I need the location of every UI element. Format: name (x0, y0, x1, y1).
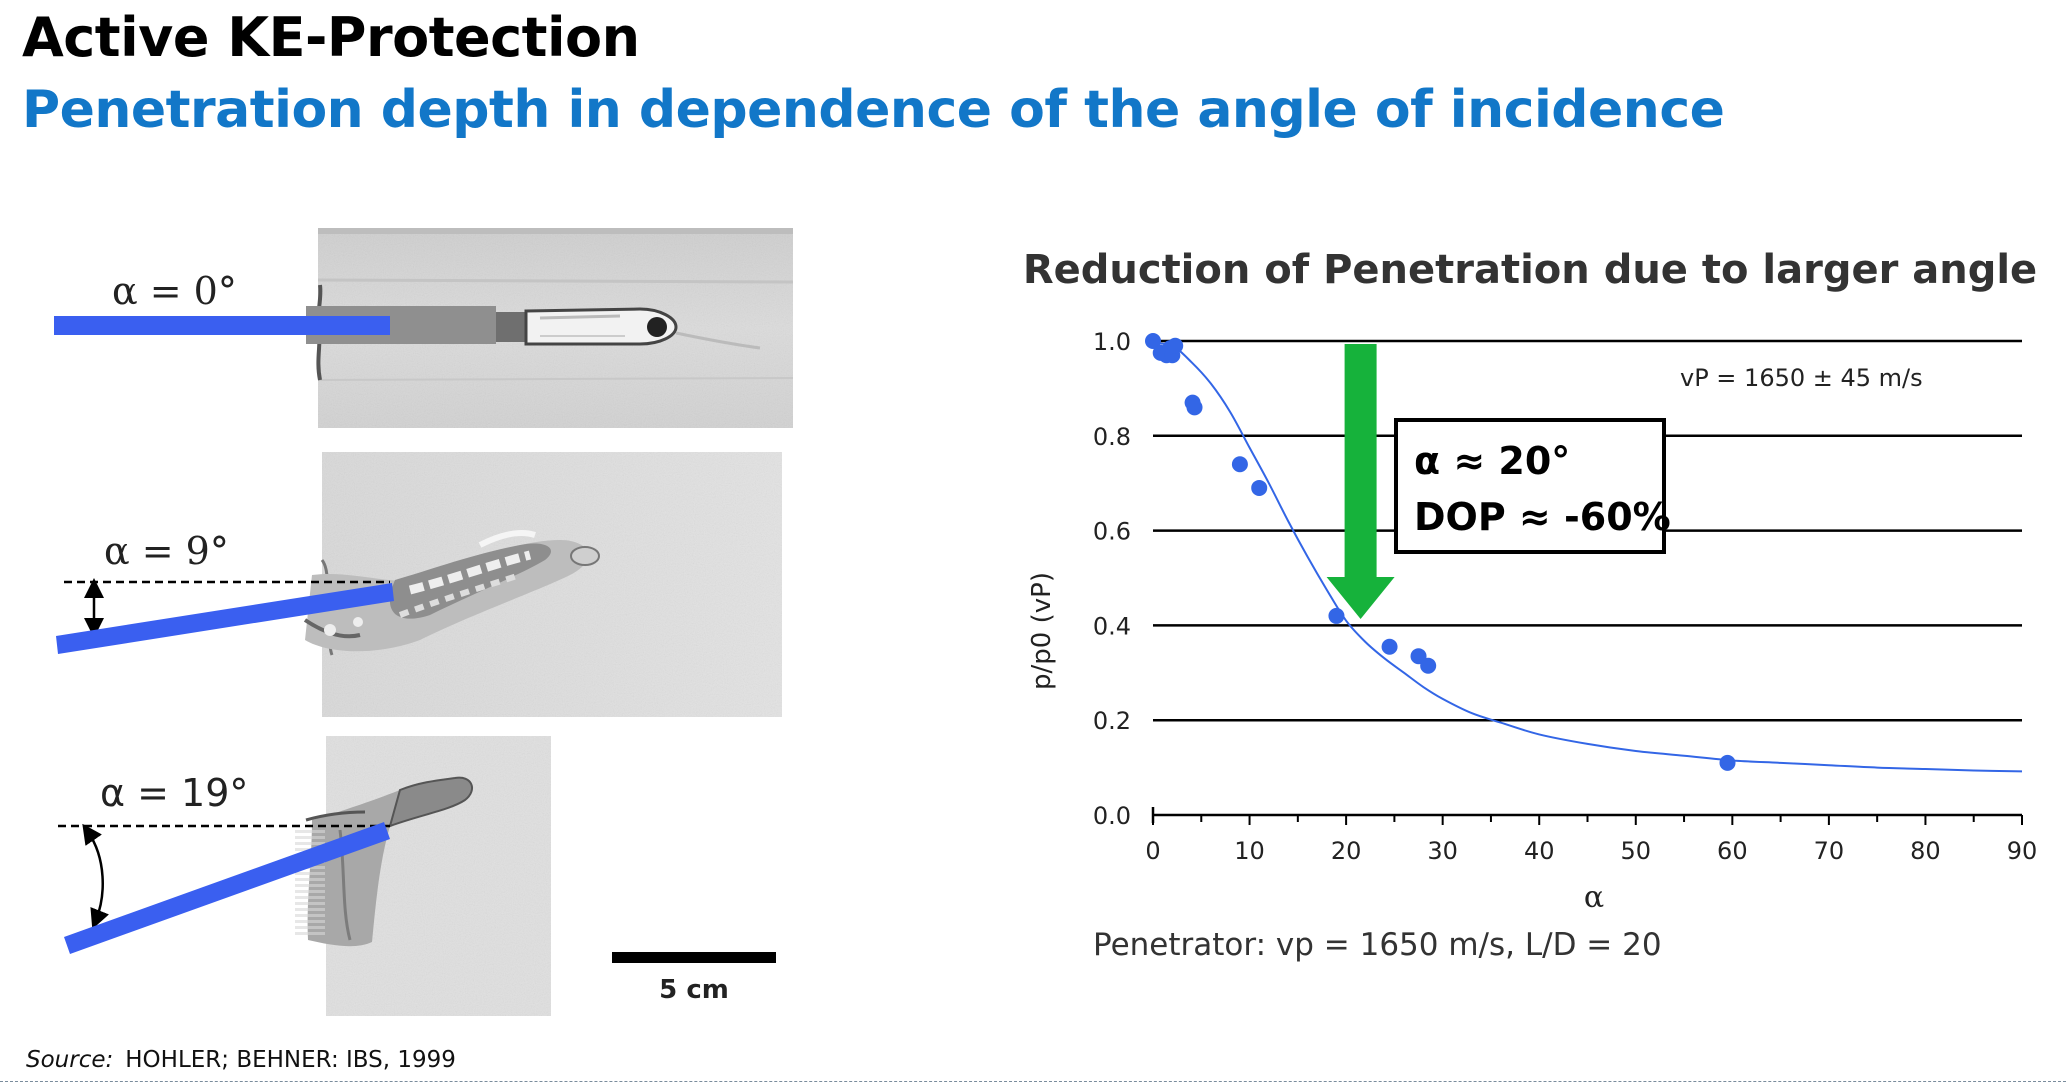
penetrator-rod-19deg (64, 822, 390, 954)
source-text: HOHLER; BEHNER: IBS, 1999 (125, 1047, 456, 1073)
data-point (1328, 607, 1345, 624)
photo-19deg (295, 736, 551, 1016)
photo-0deg (306, 228, 794, 428)
x-tick-label: 60 (1717, 837, 1748, 865)
scale-bar (612, 952, 776, 963)
y-tick-label: 0.2 (1093, 707, 1131, 735)
x-tick-label: 30 (1427, 837, 1458, 865)
data-point (1231, 456, 1248, 473)
data-point (1381, 638, 1398, 655)
y-axis-label: p/p0 (vP) (1027, 572, 1057, 690)
data-point (1167, 337, 1184, 354)
annotation-angle: α ≈ 20° (1414, 439, 1570, 483)
x-tick-label: 80 (1910, 837, 1941, 865)
y-tick-label: 0.4 (1093, 612, 1131, 640)
source-citation: Source: HOHLER; BEHNER: IBS, 1999 (26, 1047, 456, 1073)
page-subtitle: Penetration depth in dependence of the a… (22, 80, 1725, 140)
velocity-annotation: vP = 1650 ± 45 m/s (1680, 364, 1923, 392)
y-tick-label: 0.0 (1093, 802, 1131, 830)
data-point (1251, 479, 1268, 496)
annotation-dop: DOP ≈ -60% (1414, 495, 1671, 539)
penetration-chart: Reduction of Penetration due to larger a… (1023, 247, 2037, 963)
y-tick-label: 1.0 (1093, 328, 1131, 356)
x-tick-label: 70 (1814, 837, 1845, 865)
photo-9deg (303, 452, 782, 717)
x-tick-label: 10 (1234, 837, 1265, 865)
data-point (1145, 333, 1161, 349)
penetrator-rod-9deg (56, 583, 394, 654)
angle-label-9deg: α = 9° (104, 529, 229, 573)
angle-arrow-19deg (82, 823, 109, 930)
y-tick-label: 0.8 (1093, 423, 1131, 451)
data-point (1719, 754, 1736, 771)
x-tick-label: 40 (1524, 837, 1555, 865)
data-point (1420, 657, 1437, 674)
x-axis-label: α (1584, 880, 1604, 915)
data-point (1186, 399, 1203, 416)
footnote-penetrator: Penetrator: vp = 1650 m/s, L/D = 20 (1093, 927, 1662, 963)
source-prefix: Source: (26, 1047, 114, 1073)
chart-title: Reduction of Penetration due to larger a… (1023, 247, 2037, 293)
x-tick-label: 20 (1331, 837, 1362, 865)
angle-label-0deg: α = 0° (112, 269, 237, 313)
fit-curve (1152, 342, 2023, 773)
scale-bar-label: 5 cm (659, 975, 729, 1005)
x-tick-label: 0 (1145, 837, 1160, 865)
y-tick-label: 0.6 (1093, 518, 1131, 546)
page-title: Active KE-Protection (22, 6, 640, 69)
reduction-arrow (1326, 344, 1395, 620)
angle-label-19deg: α = 19° (100, 771, 248, 815)
annotation-box: α ≈ 20° DOP ≈ -60% (1394, 418, 1671, 554)
penetrator-rod-0deg (54, 316, 390, 335)
x-tick-label: 50 (1621, 837, 1652, 865)
x-tick-label: 90 (2007, 837, 2038, 865)
footer-divider (0, 1081, 2066, 1082)
